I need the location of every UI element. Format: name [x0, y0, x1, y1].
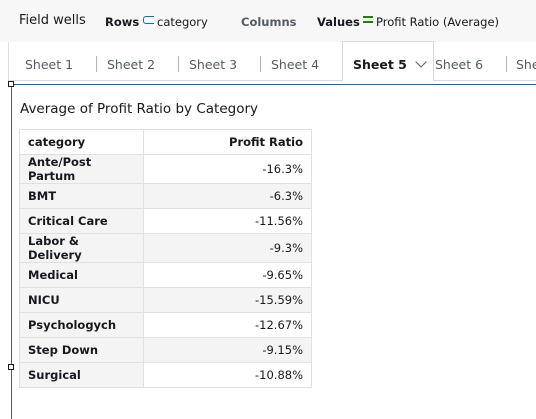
row-value[interactable]: -6.3%	[143, 183, 312, 209]
table-row[interactable]: Surgical -10.88%	[19, 362, 312, 388]
table-row[interactable]: Step Down -9.15%	[19, 337, 312, 363]
column-header-profit-ratio[interactable]: Profit Ratio	[143, 129, 312, 155]
column-header-category[interactable]: category	[19, 129, 144, 155]
table-row[interactable]: Medical -9.65%	[19, 262, 312, 288]
table-row[interactable]: Critical Care -11.56%	[19, 208, 312, 234]
measure-icon	[363, 16, 373, 23]
tab-divider	[506, 56, 507, 72]
tab-divider	[96, 56, 97, 72]
tab-sheet-5-label: Sheet 5	[353, 57, 407, 72]
rows-label: Rows	[105, 15, 140, 29]
row-value[interactable]: -9.3%	[143, 233, 312, 263]
row-category[interactable]: Ante/Post Partum	[19, 154, 144, 184]
row-category[interactable]: Labor & Delivery	[19, 233, 144, 263]
row-category[interactable]: Surgical	[19, 362, 144, 388]
rows-field-chip[interactable]: category	[157, 15, 208, 29]
field-wells-title[interactable]: Field wells	[19, 13, 86, 28]
pivot-table: category Profit Ratio Ante/Post Partum -…	[19, 129, 312, 388]
dimension-icon	[143, 16, 154, 24]
row-category[interactable]: Critical Care	[19, 208, 144, 234]
visual-title: Average of Profit Ratio by Category	[20, 101, 259, 117]
row-category[interactable]: Psychologych	[19, 312, 144, 338]
table-row[interactable]: NICU -15.59%	[19, 287, 312, 313]
row-value[interactable]: -10.88%	[143, 362, 312, 388]
tab-sheet-6[interactable]: Sheet 6	[435, 57, 484, 72]
table-row[interactable]: Ante/Post Partum -16.3%	[19, 154, 312, 184]
field-wells-bar[interactable]: Field wells Rows category Columns Values…	[0, 0, 536, 42]
row-value[interactable]: -16.3%	[143, 154, 312, 184]
values-field-chip[interactable]: Profit Ratio (Average)	[376, 15, 500, 29]
tab-sheet-5[interactable]: Sheet 5	[342, 41, 434, 81]
row-value[interactable]: -9.15%	[143, 337, 312, 363]
resize-handle[interactable]	[8, 364, 14, 370]
row-value[interactable]: -9.65%	[143, 262, 312, 288]
row-value[interactable]: -12.67%	[143, 312, 312, 338]
sheet-tabs: Sheet 1 Sheet 2 Sheet 3 Sheet 4 Sheet 5 …	[8, 41, 536, 81]
columns-label[interactable]: Columns	[241, 15, 297, 29]
tab-divider	[260, 56, 261, 72]
table-row[interactable]: Labor & Delivery -9.3%	[19, 233, 312, 263]
row-value[interactable]: -15.59%	[143, 287, 312, 313]
row-value[interactable]: -11.56%	[143, 208, 312, 234]
chevron-down-icon[interactable]	[415, 56, 427, 68]
table-row[interactable]: Psychologych -12.67%	[19, 312, 312, 338]
row-category[interactable]: BMT	[19, 183, 144, 209]
tab-sheet-2[interactable]: Sheet 2	[107, 57, 156, 72]
table-visual[interactable]: Average of Profit Ratio by Category cate…	[8, 81, 536, 419]
tab-sheet-7[interactable]: Shee	[516, 57, 536, 72]
row-category[interactable]: Step Down	[19, 337, 144, 363]
resize-handle[interactable]	[8, 81, 14, 87]
row-category[interactable]: Medical	[19, 262, 144, 288]
row-category[interactable]: NICU	[19, 287, 144, 313]
tab-sheet-1[interactable]: Sheet 1	[25, 57, 74, 72]
tab-sheet-3[interactable]: Sheet 3	[189, 57, 238, 72]
tab-sheet-4[interactable]: Sheet 4	[271, 57, 320, 72]
tab-divider	[178, 56, 179, 72]
table-row[interactable]: BMT -6.3%	[19, 183, 312, 209]
values-label: Values	[317, 15, 360, 29]
